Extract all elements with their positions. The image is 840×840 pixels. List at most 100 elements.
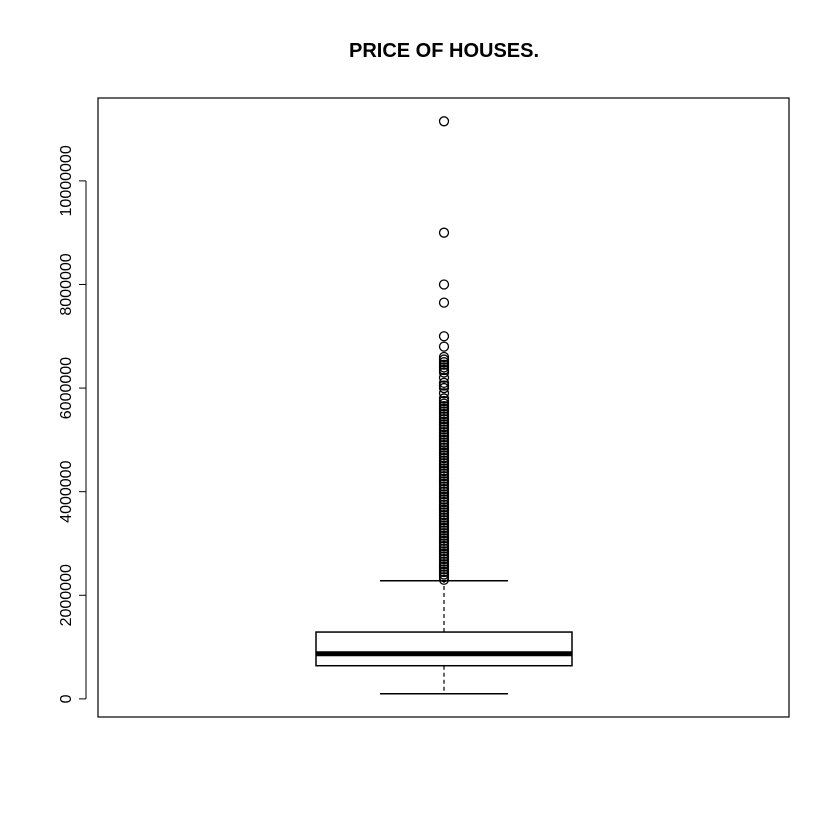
outlier-point xyxy=(438,372,450,383)
outlier-point xyxy=(438,388,450,399)
outlier-point xyxy=(438,533,450,544)
outlier-point xyxy=(438,429,450,440)
outlier-point xyxy=(438,403,450,414)
outlier-point xyxy=(438,571,450,583)
outlier-point xyxy=(438,540,450,552)
outlier-point xyxy=(438,509,450,521)
outlier-point xyxy=(438,362,450,373)
y-tick-label: 6000000 xyxy=(58,357,75,419)
y-tick-label: 8000000 xyxy=(58,253,75,315)
outlier-point xyxy=(438,357,450,368)
outlier-point xyxy=(438,398,450,409)
outlier-point xyxy=(438,494,450,505)
outlier-point xyxy=(438,468,450,479)
outlier-point xyxy=(438,458,450,469)
outlier-point xyxy=(438,341,450,352)
y-tick-label: 0 xyxy=(58,694,75,703)
outlier-point xyxy=(438,499,450,510)
outlier-point xyxy=(438,437,450,448)
outlier-point xyxy=(438,406,450,417)
outlier-point xyxy=(438,460,450,471)
outlier-point xyxy=(438,426,450,438)
outlier-point xyxy=(438,486,450,497)
outlier-point xyxy=(438,279,450,290)
outlier-point xyxy=(438,411,450,422)
outlier-point xyxy=(438,481,450,492)
outlier-point xyxy=(438,546,450,557)
outlier-point xyxy=(438,574,450,585)
outlier-point xyxy=(438,351,450,363)
outlier-point xyxy=(438,367,450,378)
outlier-point xyxy=(438,442,450,453)
outlier-point xyxy=(438,527,450,539)
outlier-point xyxy=(438,408,450,420)
outlier-point xyxy=(438,393,450,404)
outlier-point xyxy=(438,463,450,474)
outlier-point xyxy=(438,395,450,407)
outlier-point xyxy=(438,447,450,458)
chart-title: PRICE OF HOUSES. xyxy=(349,40,539,62)
plot-frame xyxy=(97,97,790,718)
outlier-point xyxy=(438,525,450,536)
outlier-point xyxy=(438,414,450,425)
outlier-point xyxy=(438,432,450,443)
y-axis: 0 2000000 4000000 6000000 8000000 10000000 xyxy=(58,145,87,703)
box-plot xyxy=(315,580,573,695)
y-tick-label: 10000000 xyxy=(58,145,75,216)
outlier-point xyxy=(438,515,450,526)
outlier-point xyxy=(438,489,450,500)
outlier-point xyxy=(438,424,450,435)
outlier-point xyxy=(438,535,450,547)
outlier-point xyxy=(438,566,450,578)
y-tick-label: 2000000 xyxy=(58,564,75,626)
outlier-point xyxy=(438,473,450,484)
outliers xyxy=(438,116,450,585)
outlier-point xyxy=(438,455,450,466)
outlier-point xyxy=(438,359,450,370)
outlier-point xyxy=(438,543,450,554)
outlier-point xyxy=(438,434,450,446)
outlier-point xyxy=(438,561,450,572)
outlier-point xyxy=(438,377,450,389)
outlier-point xyxy=(438,331,450,342)
outlier-point xyxy=(438,452,450,464)
outlier-point xyxy=(438,419,450,430)
outlier-point xyxy=(438,517,450,528)
outlier-point xyxy=(438,116,450,127)
outlier-point xyxy=(438,512,450,523)
outlier-point xyxy=(438,553,450,565)
outlier-point xyxy=(438,354,450,365)
outlier-point xyxy=(438,559,450,570)
outlier-point xyxy=(438,478,450,490)
outlier-point xyxy=(438,297,450,308)
outlier-point xyxy=(438,445,450,456)
outlier-point xyxy=(438,364,450,376)
outlier-point xyxy=(438,483,450,495)
outlier-point xyxy=(438,507,450,518)
outlier-point xyxy=(438,548,450,559)
interquartile-box xyxy=(315,631,573,667)
outlier-point xyxy=(438,496,450,508)
outlier-point xyxy=(438,439,450,451)
outlier-point xyxy=(438,380,450,391)
outlier-point xyxy=(438,502,450,513)
outlier-point xyxy=(438,476,450,487)
outlier-point xyxy=(438,564,450,575)
outlier-point xyxy=(438,556,450,567)
y-tick-label: 4000000 xyxy=(58,460,75,522)
outlier-point xyxy=(438,569,450,580)
outlier-point xyxy=(438,450,450,461)
outlier-point xyxy=(438,538,450,549)
outlier-point xyxy=(438,465,450,477)
outlier-point xyxy=(438,421,450,433)
outlier-point xyxy=(438,530,450,541)
outlier-point xyxy=(438,227,450,238)
outlier-point xyxy=(438,520,450,531)
outlier-point xyxy=(438,522,450,534)
outlier-point xyxy=(438,551,450,562)
outlier-point xyxy=(438,382,450,394)
outlier-point xyxy=(438,491,450,503)
outlier-point xyxy=(438,470,450,482)
outlier-point xyxy=(438,401,450,412)
